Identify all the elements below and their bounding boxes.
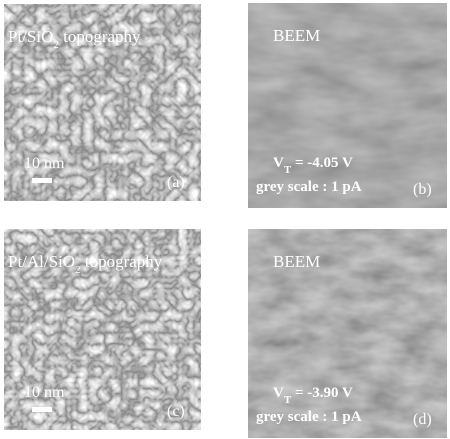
- panel-tag: (c): [167, 403, 185, 420]
- panel-title-part: BEEM: [273, 26, 320, 45]
- scale-bar-label: 10 nm: [24, 384, 65, 401]
- threshold-voltage-part: V: [273, 385, 284, 401]
- panel-title: BEEM: [273, 26, 320, 45]
- panel-tag: (d): [413, 411, 432, 428]
- panel-title-part: Pt/Al/SiO: [8, 252, 75, 271]
- panel-title: BEEM: [273, 252, 320, 271]
- panel-title-part: BEEM: [273, 252, 320, 271]
- threshold-voltage-part: = -3.90 V: [291, 385, 353, 401]
- panel-title-part: topography: [81, 252, 163, 271]
- panel-title-part: Pt/SiO: [8, 27, 53, 46]
- scale-bar: [32, 178, 52, 183]
- panel-tag: (a): [167, 174, 185, 191]
- threshold-voltage-part: V: [273, 155, 284, 171]
- grey-scale: grey scale : 1 pA: [256, 179, 362, 195]
- scale-bar-label: 10 nm: [24, 155, 65, 172]
- panel-title-part: topography: [59, 27, 141, 46]
- grey-scale: grey scale : 1 pA: [256, 409, 362, 425]
- panel-tag: (b): [413, 181, 432, 198]
- scale-bar: [32, 407, 52, 412]
- threshold-voltage-part: = -4.05 V: [291, 155, 353, 171]
- figure: Pt/SiO2 topography(a)10 nmBEEM(b)VT = -4…: [0, 0, 450, 439]
